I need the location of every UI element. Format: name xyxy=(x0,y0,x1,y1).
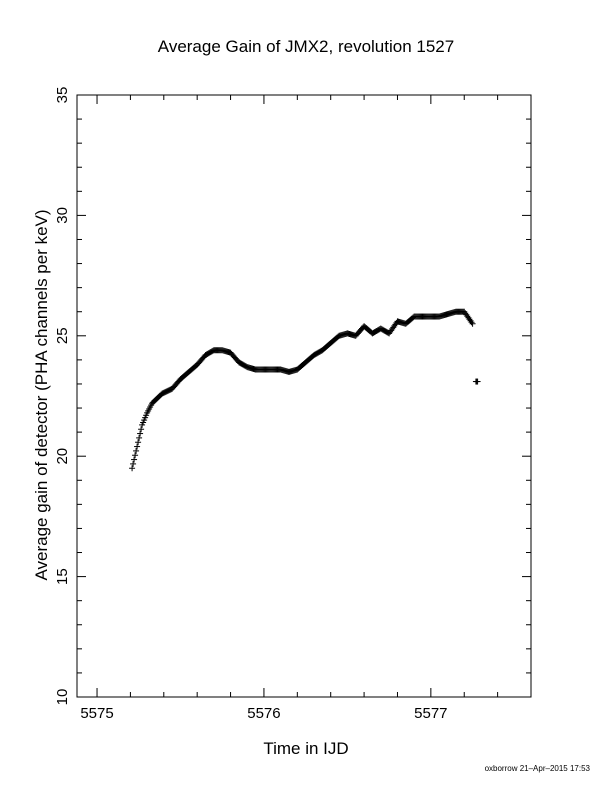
chart-title: Average Gain of JMX2, revolution 1527 xyxy=(158,37,454,56)
data-point xyxy=(469,320,476,327)
x-tick-label: 5576 xyxy=(247,705,280,722)
y-tick-label: 25 xyxy=(54,327,71,344)
data-point xyxy=(135,439,142,446)
x-tick-labels: 5575 5576 5577 xyxy=(80,705,447,722)
data-point xyxy=(131,456,138,463)
x-tick-label: 5575 xyxy=(80,705,113,722)
minor-ticks xyxy=(77,95,532,697)
footer-credit: oxborrow 21–Apr–2015 17:53 xyxy=(485,764,591,773)
y-tick-labels: 10 15 20 25 30 35 xyxy=(54,87,71,706)
data-point xyxy=(474,378,481,385)
y-tick-label: 10 xyxy=(54,689,71,706)
y-axis-label: Average gain of detector (PHA channels p… xyxy=(32,209,51,580)
data-point xyxy=(137,430,144,437)
x-tick-label: 5577 xyxy=(414,705,447,722)
x-axis-label: Time in IJD xyxy=(263,739,348,758)
major-ticks xyxy=(77,94,531,698)
data-point xyxy=(134,443,141,450)
data-point xyxy=(136,434,143,441)
y-tick-label: 30 xyxy=(54,207,71,224)
plot-frame xyxy=(76,94,532,698)
data-point xyxy=(130,460,137,467)
data-points xyxy=(129,308,481,472)
data-point xyxy=(138,426,145,433)
y-tick-label: 35 xyxy=(54,87,71,104)
data-point xyxy=(129,465,136,472)
data-point xyxy=(133,447,140,454)
data-point xyxy=(132,452,139,459)
y-tick-label: 20 xyxy=(54,448,71,465)
y-tick-label: 15 xyxy=(54,568,71,585)
